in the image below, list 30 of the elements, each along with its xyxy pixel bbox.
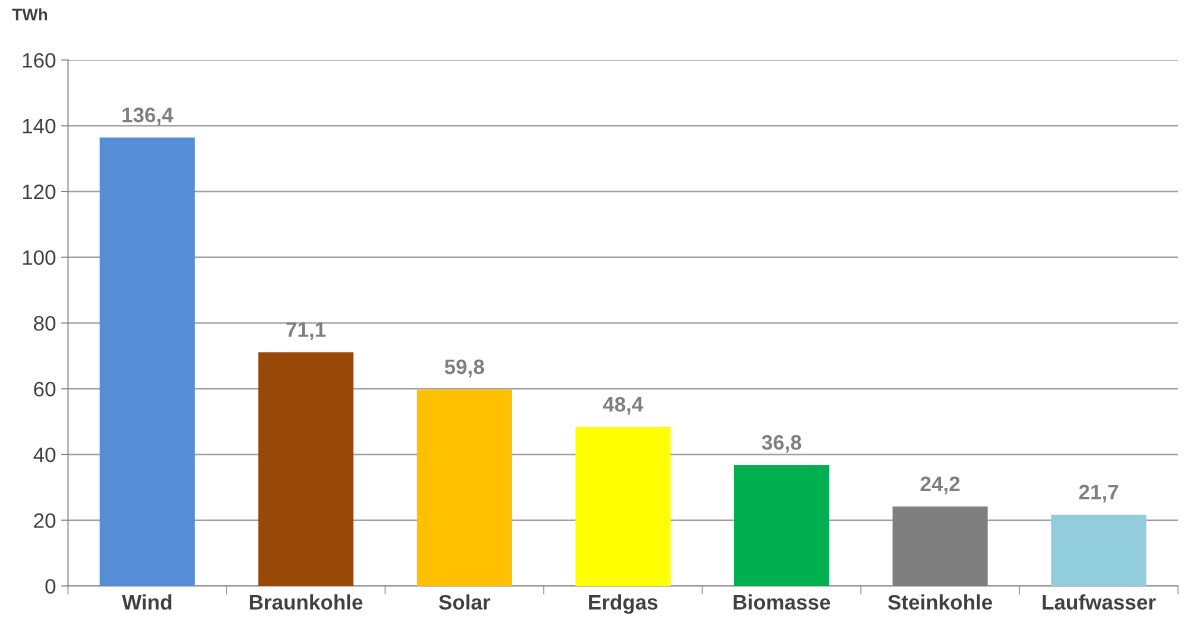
y-axis-title: TWh [12, 8, 48, 21]
y-tick-label: 0 [45, 579, 56, 594]
data-label: 71,1 [286, 322, 326, 341]
y-tick-label: 60 [34, 381, 56, 397]
data-label: 21,7 [1079, 484, 1119, 503]
x-tick-label: Biomasse [733, 594, 831, 610]
x-tick-label: Erdgas [589, 594, 658, 614]
bar [99, 137, 195, 586]
y-tick-label: 20 [34, 513, 56, 528]
data-label: 24,2 [920, 476, 960, 495]
y-tick-label: 160 [23, 53, 56, 68]
data-label: 48,4 [603, 396, 644, 415]
data-label: 36,8 [761, 435, 802, 453]
bar [258, 352, 354, 586]
y-tick-label: 80 [33, 316, 56, 331]
y-tick-label: 40 [33, 447, 56, 463]
data-label: 136,4 [122, 107, 174, 126]
bar [416, 389, 512, 586]
x-tick-label: Laufwasser [1042, 594, 1156, 610]
y-tick-label: 120 [23, 184, 56, 200]
x-tick-label: Steinkohle [888, 594, 993, 610]
x-tick-label: Braunkohle [249, 594, 363, 610]
y-tick-label: 100 [23, 250, 56, 265]
bar [734, 465, 830, 586]
x-tick-label: Solar [438, 594, 491, 610]
data-label: 59,8 [444, 359, 485, 378]
bar [575, 426, 671, 586]
y-tick-label: 140 [23, 118, 56, 134]
bar [1051, 514, 1147, 586]
x-tick-label: Wind [121, 594, 172, 610]
